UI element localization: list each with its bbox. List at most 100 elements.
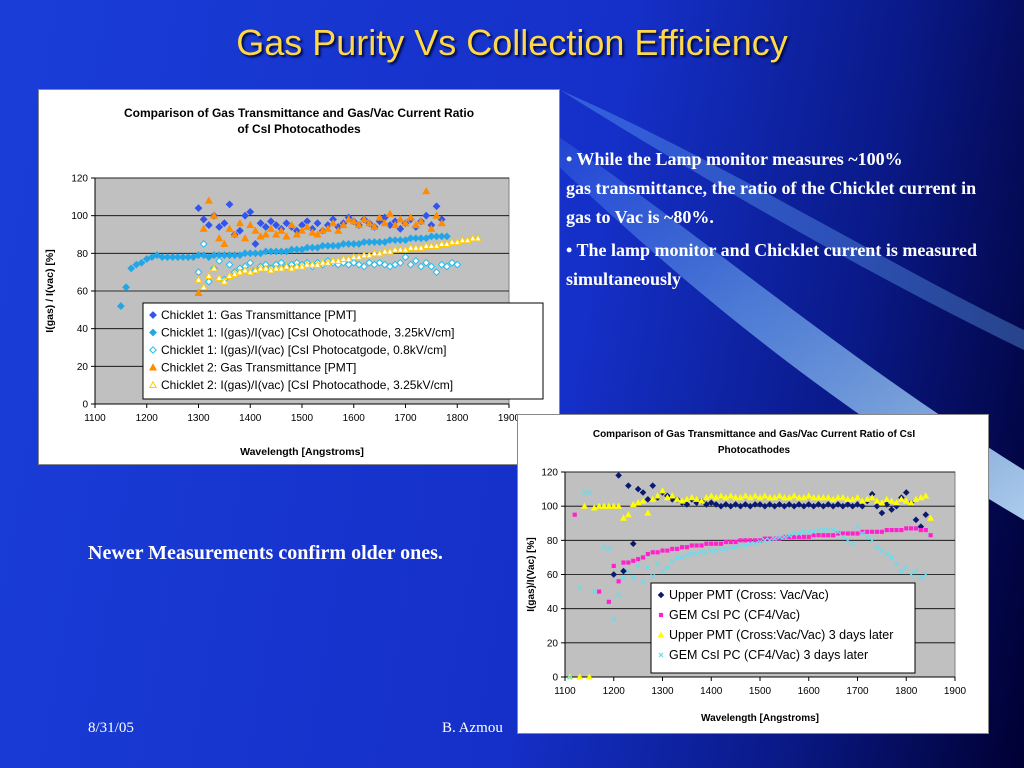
point-2-64: [883, 495, 891, 502]
point-0-21: [712, 501, 720, 508]
point-1-24: [241, 249, 249, 258]
point-3-20: [674, 554, 680, 560]
point-3-1: [199, 224, 208, 232]
point-0-39: [800, 502, 808, 510]
point-2-43: [780, 493, 788, 501]
point-2-47: [800, 493, 808, 501]
point-1-48: [831, 533, 836, 538]
point-3-47-b: [806, 529, 812, 535]
point-3-7-b: [611, 616, 617, 622]
xtick-label-3: 1400: [239, 413, 262, 424]
point-1-50: [840, 531, 845, 536]
point-1-1: [597, 589, 602, 594]
point-4-21: [303, 260, 312, 268]
xtick-label-5: 1600: [343, 413, 366, 424]
point-0-40: [805, 501, 813, 508]
ytick-label-6: 120: [71, 174, 88, 185]
point-3-45: [427, 224, 436, 232]
point-1-32: [753, 538, 758, 543]
point-3-64: [889, 554, 895, 560]
point-2-32: [360, 262, 369, 271]
point-1-33: [757, 538, 763, 543]
point-3-17: [659, 568, 666, 574]
bullet-1-cont: gas transmittance, the ratio of the Chic…: [566, 178, 977, 227]
point-0-32: [766, 501, 774, 508]
point-3-65-b: [893, 561, 900, 567]
x-axis-label: Wavelength [Angstroms]: [240, 446, 364, 458]
y-axis-label: I(gas)/I(Vac) [%]: [526, 537, 537, 611]
point-2-54: [834, 493, 842, 501]
point-4-26: [329, 256, 338, 264]
point-4-28: [339, 254, 348, 263]
point-0-20: [707, 499, 715, 507]
point-3-9-b: [620, 575, 627, 581]
point-4-0: [194, 275, 203, 283]
point-1-12: [179, 253, 187, 262]
ytick-label-2: 40: [77, 324, 89, 335]
point-1-33: [287, 245, 296, 254]
point-3-25-b: [698, 549, 705, 555]
point-0-4: [215, 223, 224, 231]
footer-author: B. Azmou: [442, 720, 503, 736]
point-0-48: [844, 501, 852, 508]
point-1-41: [796, 534, 802, 539]
point-0-25: [732, 501, 739, 508]
point-0-2: [204, 221, 213, 229]
legend-marker-1: [149, 328, 157, 337]
point-1-9: [163, 253, 172, 262]
point-2-59: [858, 497, 866, 504]
point-3-0: [567, 674, 573, 680]
point-3-18: [664, 565, 670, 571]
point-1-1: [122, 283, 130, 292]
point-1-7: [631, 558, 636, 563]
xtick-label-4: 1500: [749, 686, 772, 697]
point-1-34: [762, 536, 767, 541]
point-1-6: [626, 560, 631, 565]
point-3-60-b: [869, 537, 875, 543]
point-3-55-b: [845, 537, 851, 543]
point-3-21: [303, 222, 312, 231]
point-3-15: [650, 573, 656, 579]
point-2-38: [756, 493, 764, 501]
point-3-40-b: [772, 536, 778, 542]
slide-title: Gas Purity Vs Collection Efficiency: [236, 22, 788, 63]
point-0-44: [824, 501, 832, 508]
point-3-41: [406, 213, 415, 221]
point-3-27: [708, 548, 714, 554]
point-3-31: [728, 544, 734, 550]
point-3-27: [334, 226, 343, 234]
point-1-15: [670, 546, 675, 551]
point-3-42-b: [781, 534, 787, 540]
chart-title-line-1: Photocathodes: [718, 445, 791, 456]
y-axis-label: I(gas) / I(vac) [%]: [44, 249, 56, 332]
point-3-5-b: [601, 544, 607, 550]
point-3-36-b: [752, 541, 758, 547]
point-3-43: [416, 217, 426, 225]
point-2-17: [654, 492, 662, 499]
point-1-15: [194, 251, 203, 260]
point-2-65: [888, 497, 896, 504]
point-3-19: [669, 558, 675, 564]
point-4-5: [220, 277, 229, 285]
legend-marker-3: [658, 652, 664, 658]
point-3-31-b: [728, 544, 734, 550]
chart-title-line-1: of CsI Photocathodes: [237, 122, 361, 136]
point-3-10-b: [625, 568, 631, 574]
point-1-25: [246, 249, 255, 258]
legend-box: [650, 582, 916, 674]
point-0-42: [815, 501, 822, 508]
point-3-35: [375, 213, 384, 221]
point-2-16: [649, 495, 657, 502]
point-3-43: [786, 532, 792, 538]
point-3-69: [913, 568, 919, 574]
point-2-63: [878, 499, 886, 506]
point-3-62-b: [879, 548, 885, 554]
point-2-10: [620, 514, 627, 521]
point-1-8: [158, 253, 167, 262]
point-3-14-b: [645, 565, 651, 571]
point-1-13: [660, 548, 665, 553]
legend-box: [142, 302, 544, 400]
point-2-70: [912, 495, 920, 502]
point-2-7: [605, 502, 613, 509]
xtick-label-8: 1900: [944, 686, 967, 697]
